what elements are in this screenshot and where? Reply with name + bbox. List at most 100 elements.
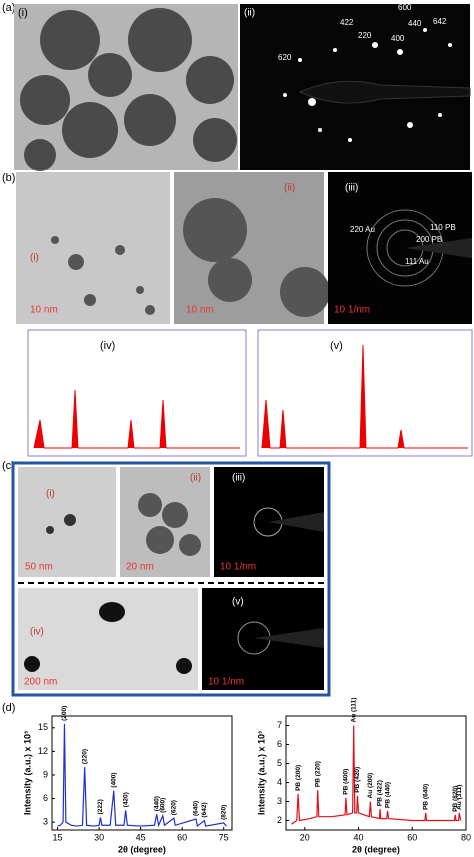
- peak-label: PB (422): [377, 780, 384, 806]
- saed-label: 220 Au: [350, 225, 375, 234]
- saed-label: 111 Au: [405, 257, 429, 266]
- sub-label: (ii): [284, 183, 295, 194]
- peak-label: PB (200): [295, 765, 302, 791]
- peak-label: Au (311): [456, 785, 463, 810]
- particles: [46, 514, 76, 534]
- peak-label: PB (640): [422, 784, 429, 810]
- y-tick-label: 6: [43, 793, 48, 803]
- eds-spectrum: [27, 329, 247, 457]
- peak-label: PB (820): [452, 786, 459, 812]
- particles: [20, 8, 237, 171]
- peak-label: (620): [171, 800, 178, 815]
- scale-bar: 10 nm: [30, 305, 58, 316]
- y-tick-label: 3: [43, 817, 48, 827]
- ring-label: 220: [358, 31, 372, 40]
- y-axis-label: Intensity (a.u.) x 10³: [22, 731, 32, 815]
- sub-label: (ii): [190, 473, 201, 484]
- y-tick-label: 6: [277, 739, 282, 749]
- panel-label: (a): [2, 2, 15, 14]
- sub-label: (iii): [345, 183, 358, 194]
- beam-stop: [298, 80, 471, 104]
- y-tick-label: 9: [43, 769, 48, 779]
- x-tick-label: 15: [53, 832, 63, 842]
- x-tick-label: 75: [219, 832, 229, 842]
- peak-label: PB (400): [343, 769, 350, 795]
- scale-bar: 10 nm: [186, 305, 214, 316]
- panel-label: (d): [2, 702, 15, 714]
- sub-label: (iii): [232, 473, 245, 484]
- peak-label: (600): [159, 798, 166, 813]
- scale-bar: 200 nm: [24, 677, 57, 688]
- sub-label: (i): [30, 253, 39, 264]
- peak-label: (440): [153, 796, 160, 811]
- saed-label: 110 PB: [430, 223, 456, 232]
- scale-bar: 10 1/nm: [220, 562, 256, 573]
- peak-label: (200): [61, 706, 68, 721]
- peak-label: Au (200): [367, 773, 374, 799]
- peak-label: PB (420): [354, 767, 361, 793]
- sub-label: (iv): [100, 340, 115, 352]
- particles: [24, 602, 192, 674]
- saed-label: 200 PB: [416, 235, 442, 244]
- beam-stop: [254, 628, 324, 648]
- x-tick-label: 80: [461, 832, 471, 842]
- scale-bar: 10 1/nm: [334, 305, 370, 316]
- xrd-line: [57, 723, 227, 828]
- particles: [138, 493, 201, 556]
- sub-label: (i): [18, 7, 28, 19]
- y-tick-label: 12: [38, 746, 48, 756]
- beam-stop: [405, 238, 472, 258]
- y-tick-label: 2: [277, 815, 282, 825]
- particles: [51, 236, 155, 315]
- sub-label: (v): [330, 340, 343, 352]
- ring-label: 600: [398, 3, 412, 12]
- panel-box: [11, 461, 331, 697]
- peak-label: (420): [122, 792, 129, 807]
- ring-label: 400: [391, 34, 405, 43]
- peak-label: (640): [193, 801, 200, 816]
- y-tick-label: 15: [38, 722, 48, 732]
- x-tick-label: 40: [354, 832, 364, 842]
- y-tick-label: 7: [277, 720, 282, 730]
- peak-label: PB (220): [314, 761, 321, 787]
- eds-peaks: [261, 344, 468, 449]
- peak-label: (642): [201, 802, 208, 817]
- xrd-line: [291, 725, 462, 825]
- peak-label: (820): [220, 805, 227, 820]
- sub-label: (iv): [30, 627, 44, 638]
- ring-label: 620: [278, 53, 292, 62]
- peak-label: (222): [97, 799, 104, 814]
- sub-label: (v): [232, 597, 244, 608]
- peak-label: Au (111): [350, 698, 357, 723]
- x-tick-label: 60: [407, 832, 417, 842]
- y-axis-label: Intensity (a.u.) x 10³: [256, 731, 266, 815]
- plot-frame: [285, 715, 467, 831]
- y-tick-label: 4: [277, 777, 282, 787]
- y-tick-label: 5: [277, 758, 282, 768]
- scale-bar: 50 nm: [25, 562, 53, 573]
- x-tick-label: 20: [300, 832, 310, 842]
- sub-label: (i): [46, 489, 55, 500]
- x-tick-label: 45: [136, 832, 146, 842]
- peak-label: (220): [81, 749, 88, 764]
- panel-label: (b): [2, 172, 15, 184]
- ring-label: 440: [408, 19, 422, 28]
- scale-bar: 20 nm: [126, 562, 154, 573]
- plot-frame: [51, 715, 233, 831]
- ring-label: 642: [433, 17, 447, 26]
- x-tick-label: 30: [94, 832, 104, 842]
- diffraction-spots: [283, 28, 452, 142]
- scale-bar: 10 1/nm: [208, 677, 244, 688]
- beam-stop: [268, 512, 324, 532]
- eds-peaks: [33, 389, 240, 449]
- ring-label: 422: [340, 18, 354, 27]
- peak-label: PB (440): [384, 782, 391, 808]
- particles: [183, 198, 330, 317]
- x-axis-label: 2θ (degree): [118, 844, 166, 854]
- sub-label: (ii): [244, 8, 255, 19]
- y-tick-label: 3: [277, 796, 282, 806]
- x-axis-label: 2θ (degree): [352, 844, 400, 854]
- peak-label: (400): [110, 773, 117, 788]
